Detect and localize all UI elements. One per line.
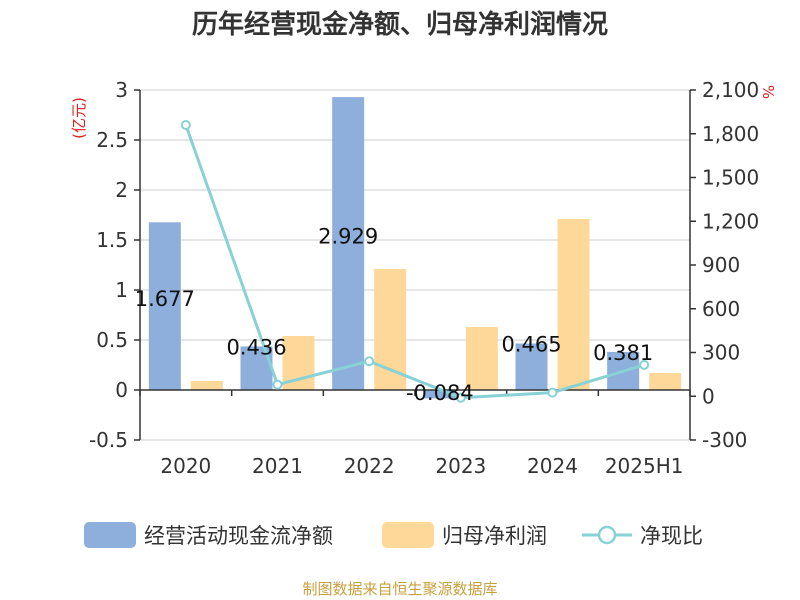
legend-marker-ratio xyxy=(597,525,617,545)
bar-series xyxy=(148,97,682,399)
right-axis-unit-label: % xyxy=(759,85,777,99)
bar-net-profit xyxy=(190,381,223,390)
cashflow-data-label: 0.465 xyxy=(501,333,561,357)
ratio-point xyxy=(272,379,283,390)
bar-net-profit xyxy=(649,373,682,390)
cashflow-data-label: 0.381 xyxy=(593,341,653,365)
legend-label-net-profit: 归母净利润 xyxy=(442,524,547,548)
cashflow-data-label: 0.436 xyxy=(226,335,286,359)
right-y-axis-ticks: 2,100 1,800 1,500 1,200 900 600 300 0 -300 xyxy=(690,78,759,452)
right-axis-tick-label: 2,100 xyxy=(702,78,759,102)
ratio-line xyxy=(184,124,645,400)
cashflow-data-label: -0.084 xyxy=(406,381,474,405)
left-axis-tick-label: 2 xyxy=(115,178,128,202)
x-axis-tick-label: 2022 xyxy=(344,454,395,478)
x-axis-ticks: 2020 2021 2022 2023 2024 2025H1 xyxy=(160,454,683,478)
right-axis-tick-label: -300 xyxy=(702,428,747,452)
left-axis-tick-label: -0.5 xyxy=(89,428,128,452)
bar-cashflow xyxy=(423,390,456,399)
left-axis-tick-label: 2.5 xyxy=(96,128,128,152)
right-axis-tick-label: 300 xyxy=(702,341,740,365)
legend-label-cashflow: 经营活动现金流净额 xyxy=(144,524,333,548)
left-axis-tick-label: 1 xyxy=(115,278,128,302)
left-y-axis-ticks: 3 2.5 2 1.5 1 0.5 0 -0.5 xyxy=(89,78,140,452)
legend-label-ratio: 净现比 xyxy=(640,524,703,548)
bar-net-profit xyxy=(465,327,498,390)
ratio-point xyxy=(364,356,375,367)
data-labels: 1.677 0.436 2.929 -0.084 0.465 0.381 xyxy=(135,225,653,405)
x-axis-tick-label: 2021 xyxy=(252,454,303,478)
bar-net-profit xyxy=(557,219,590,390)
bar-cashflow xyxy=(148,222,181,390)
line-series xyxy=(180,120,650,403)
right-axis-tick-label: 600 xyxy=(702,297,740,321)
left-axis-tick-label: 3 xyxy=(115,78,128,102)
legend-swatch-cashflow xyxy=(84,522,136,548)
left-axis-unit-label: (亿元) xyxy=(70,97,88,139)
left-axis-tick-label: 1.5 xyxy=(96,228,128,252)
bar-net-profit xyxy=(374,269,407,390)
ratio-point xyxy=(455,392,466,403)
right-axis-tick-label: 0 xyxy=(702,384,715,408)
right-axis-tick-label: 1,200 xyxy=(702,209,759,233)
bar-cashflow xyxy=(515,343,548,390)
cashflow-data-label: 2.929 xyxy=(318,225,378,249)
ratio-point xyxy=(547,387,558,398)
left-axis-tick-label: 0.5 xyxy=(96,328,128,352)
cashflow-data-label: 1.677 xyxy=(135,287,195,311)
x-axis-tick-label: 2020 xyxy=(160,454,211,478)
right-axis-tick-label: 1,500 xyxy=(702,166,759,190)
left-axis-tick-label: 0 xyxy=(115,378,128,402)
right-axis-tick-label: 1,800 xyxy=(702,122,759,146)
legend: 经营活动现金流净额 归母净利润 净现比 xyxy=(84,522,703,548)
x-axis-tick-label: 2024 xyxy=(527,454,578,478)
ratio-point xyxy=(639,359,650,370)
legend-swatch-net-profit xyxy=(382,522,434,548)
source-note: 制图数据来自恒生聚源数据库 xyxy=(302,580,497,598)
chart-title: 历年经营现金净额、归母净利润情况 xyxy=(192,9,608,40)
x-axis-tick-label: 2025H1 xyxy=(605,454,684,478)
x-axis-tick-label: 2023 xyxy=(435,454,486,478)
right-axis-tick-label: 900 xyxy=(702,253,740,277)
bar-cashflow xyxy=(332,97,365,390)
ratio-point xyxy=(180,120,191,130)
